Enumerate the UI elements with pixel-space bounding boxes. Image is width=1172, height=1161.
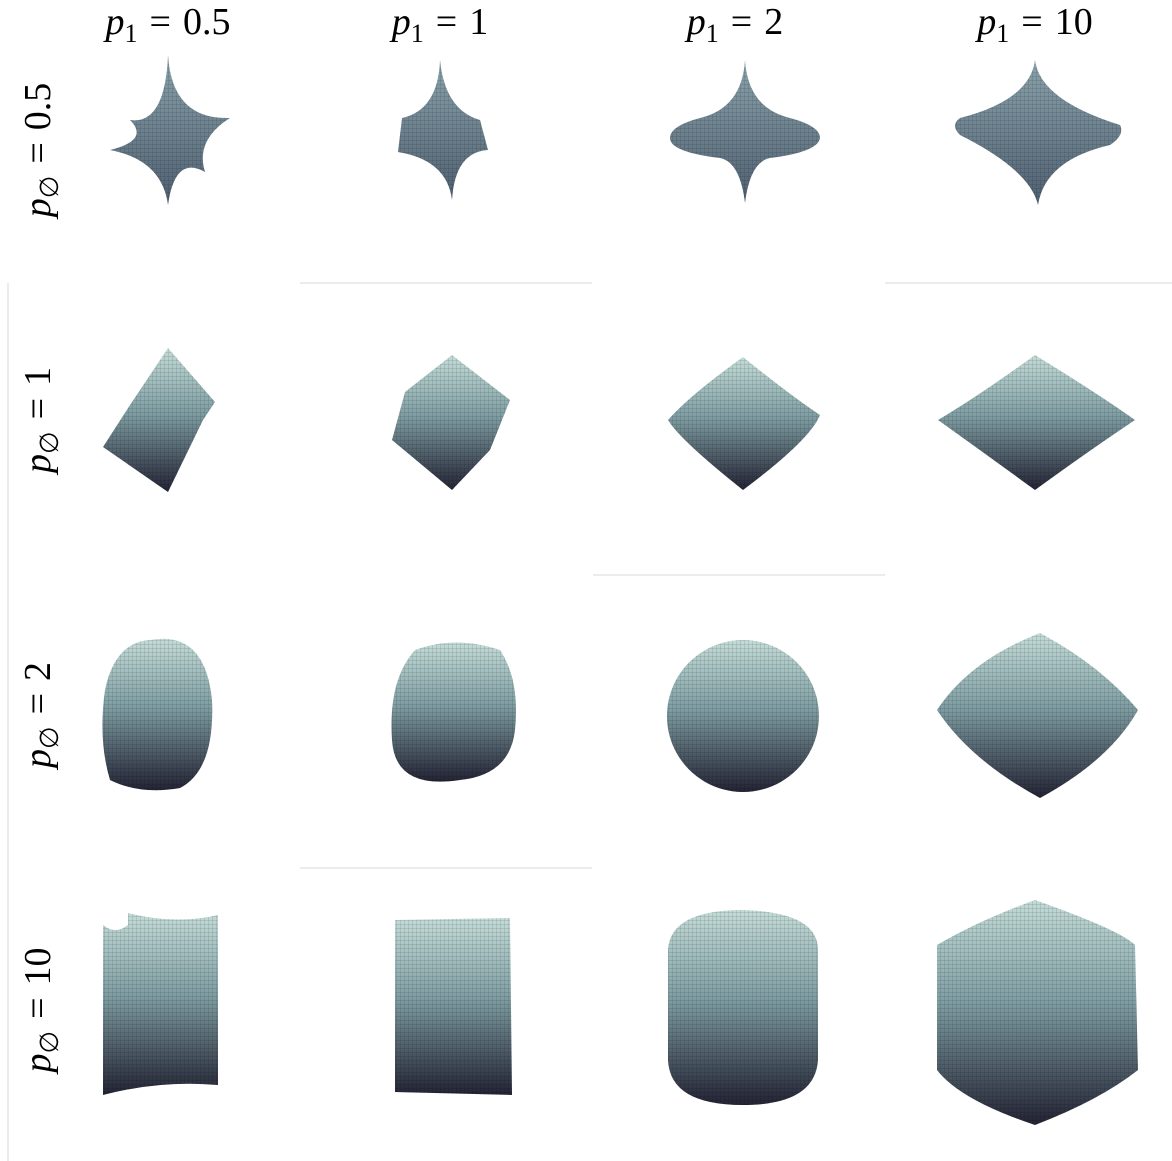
shapes (102, 55, 1138, 1125)
shape-mesh (666, 640, 819, 793)
subscript: ∅ (35, 431, 64, 454)
relation: = (17, 142, 59, 163)
labels: p1 = 0.5 p1 = 1 p1 = 2 p1 = 10p∅=0.5p∅=1p∅=2p∅=10 (17, 1, 1093, 1076)
math-label: p∅ = 2 (17, 662, 64, 771)
relation: = (17, 693, 59, 714)
relation: = (731, 1, 752, 43)
symbol: p (17, 1054, 59, 1076)
symbol: p (17, 198, 59, 220)
value: 0.5 (183, 1, 231, 43)
relation: = (1021, 1, 1042, 43)
math-label: p∅ = 1 (17, 367, 64, 476)
subscript: 1 (996, 19, 1009, 48)
shape-mesh (398, 60, 488, 200)
shape-mesh (395, 918, 512, 1095)
value: 1 (469, 1, 488, 43)
symbol: p (17, 749, 59, 771)
subscript: ∅ (35, 176, 64, 199)
value: 10 (17, 947, 59, 985)
shape-mesh (937, 633, 1138, 798)
shape-mesh (103, 913, 218, 1095)
subscript: 1 (411, 19, 424, 48)
shape-mesh (670, 60, 820, 203)
value: 2 (17, 662, 59, 681)
shape-mesh (102, 638, 213, 791)
math-label: p1 = 1 (389, 1, 488, 48)
shape-mesh (938, 355, 1135, 490)
relation: = (436, 1, 457, 43)
subscript: ∅ (35, 1031, 64, 1054)
subscript: ∅ (35, 726, 64, 749)
shape-mesh (937, 900, 1138, 1125)
shape-mesh (668, 357, 820, 490)
symbol: p (684, 1, 706, 43)
symbol: p (974, 1, 996, 43)
relation: = (150, 1, 171, 43)
subscript: 1 (706, 19, 719, 48)
symbol: p (17, 454, 59, 476)
shape-mesh (668, 910, 818, 1105)
value: 0.5 (17, 83, 59, 131)
shape-mesh (391, 642, 516, 782)
shape-mesh (392, 355, 510, 490)
shape-mesh (110, 55, 230, 205)
value: 10 (1055, 1, 1093, 43)
value: 2 (764, 1, 783, 43)
relation: = (17, 997, 59, 1018)
relation: = (17, 398, 59, 419)
math-label: p1 = 2 (684, 1, 783, 48)
math-label: p1 = 10 (974, 1, 1092, 48)
math-label: p1 = 0.5 (103, 1, 231, 48)
value: 1 (17, 367, 59, 386)
subscript: 1 (125, 19, 138, 48)
math-label: p∅ = 0.5 (17, 83, 64, 221)
shape-mesh (955, 60, 1122, 205)
shape-mesh (103, 348, 215, 492)
symbol: p (103, 1, 125, 43)
math-label: p∅ = 10 (17, 947, 64, 1075)
symbol: p (389, 1, 411, 43)
